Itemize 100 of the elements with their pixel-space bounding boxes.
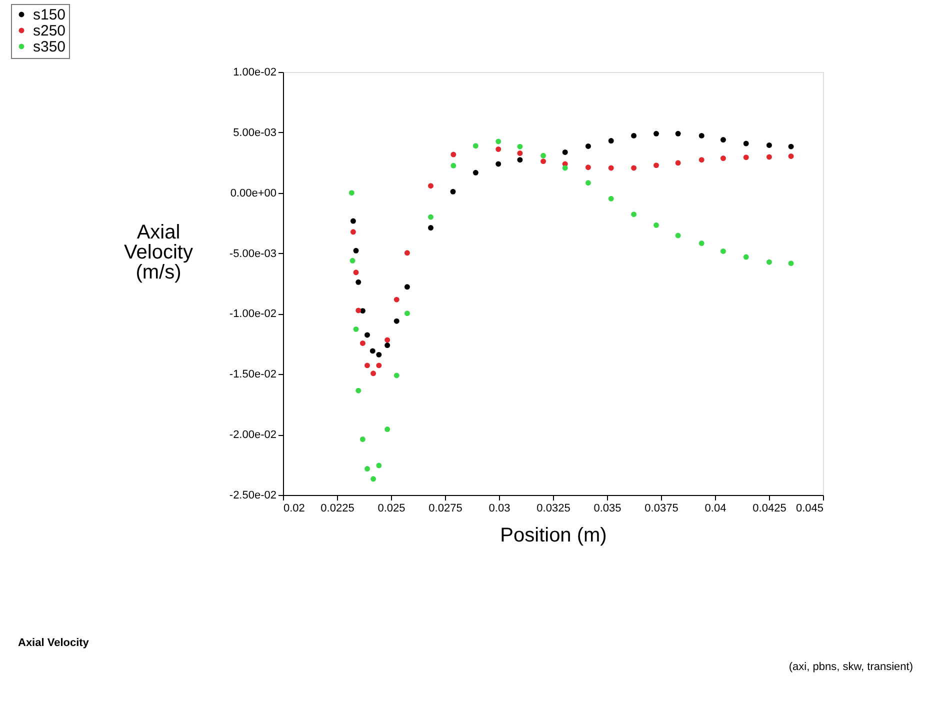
point (450, 162, 456, 168)
x-tick-label: 0.02 (284, 502, 305, 514)
x-tick-label: 0.03 (488, 502, 510, 514)
point (698, 132, 704, 138)
point (350, 229, 356, 235)
point (698, 157, 704, 163)
point (608, 165, 614, 171)
point (360, 340, 366, 346)
point (720, 156, 726, 162)
y-tick-label: -1.00e-02 (229, 308, 276, 320)
y-tick-label: -1.50e-02 (229, 368, 276, 381)
point (654, 130, 659, 136)
point (517, 157, 523, 163)
point (720, 248, 726, 254)
text: (axi, pbns, skw, transient) (788, 661, 913, 673)
point (675, 232, 681, 238)
point (364, 466, 370, 472)
point (450, 152, 456, 158)
point (356, 308, 362, 314)
point (360, 436, 366, 442)
legend-label: s150 (33, 6, 66, 24)
point (376, 352, 382, 358)
point (472, 143, 478, 149)
x-tick-label: 0.0225 (320, 502, 354, 514)
point (428, 225, 434, 231)
point (384, 426, 390, 432)
point (698, 240, 704, 246)
point (428, 183, 434, 189)
point (450, 188, 456, 194)
legend-label: s250 (33, 22, 66, 40)
text: Axial Velocity (18, 637, 90, 649)
point (428, 214, 434, 220)
point (348, 190, 354, 196)
point (356, 388, 362, 394)
point (356, 279, 362, 285)
y-tick-label: 1.00e-02 (233, 66, 276, 78)
point (360, 308, 366, 314)
x-tick-label: 0.0275 (428, 502, 462, 514)
point (404, 310, 410, 316)
point (404, 250, 410, 256)
point (585, 164, 591, 170)
point (585, 143, 591, 149)
point (364, 362, 370, 368)
point (788, 144, 794, 150)
x-tick-label: 0.045 (796, 502, 824, 514)
point (743, 154, 749, 160)
point (631, 212, 637, 218)
y-tick-label: 0.00e+00 (230, 187, 276, 200)
point (370, 348, 376, 354)
point (517, 144, 523, 150)
y-tick-label: -2.50e-02 (229, 490, 276, 502)
y-tick-label: -2.00e-02 (229, 429, 276, 442)
point (654, 222, 659, 228)
legend-label: s350 (33, 38, 66, 56)
point (384, 342, 390, 348)
point (766, 142, 772, 148)
point (350, 218, 356, 224)
point (743, 254, 749, 260)
y-tick-label: 5.00e-03 (233, 126, 276, 139)
y-tick-label: -5.00e-03 (229, 248, 276, 260)
x-tick-label: 0.0325 (536, 502, 570, 514)
point (404, 284, 410, 290)
point (720, 137, 726, 143)
point (394, 318, 400, 324)
point (562, 165, 568, 171)
point (376, 462, 382, 468)
point (370, 476, 376, 482)
x-tick-label: 0.0425 (752, 502, 786, 514)
x-axis-title: Position (m) (500, 524, 607, 546)
point (353, 270, 359, 276)
point (631, 132, 637, 138)
x-tick-label: 0.025 (378, 502, 406, 514)
point (540, 152, 546, 158)
point (540, 158, 546, 164)
point (766, 154, 772, 160)
point (394, 372, 400, 378)
point (788, 154, 794, 159)
point (585, 180, 591, 186)
point (608, 196, 614, 202)
x-tick-label: 0.0375 (644, 502, 678, 514)
x-tick-label: 0.04 (704, 502, 726, 514)
point (496, 138, 502, 144)
point (496, 161, 502, 167)
point (353, 326, 359, 332)
point (517, 150, 523, 156)
point (788, 260, 794, 266)
point (394, 296, 400, 302)
point (496, 146, 502, 152)
point (562, 150, 568, 155)
point (350, 258, 356, 264)
point (376, 362, 382, 368)
point (384, 337, 390, 343)
point (675, 130, 681, 136)
point (364, 332, 370, 338)
point (675, 160, 681, 166)
point (654, 162, 659, 168)
point (608, 138, 614, 144)
y-axis-title: Axial Velocity (m/s) (124, 222, 193, 284)
x-tick-label: 0.035 (594, 502, 622, 514)
point (353, 248, 359, 254)
